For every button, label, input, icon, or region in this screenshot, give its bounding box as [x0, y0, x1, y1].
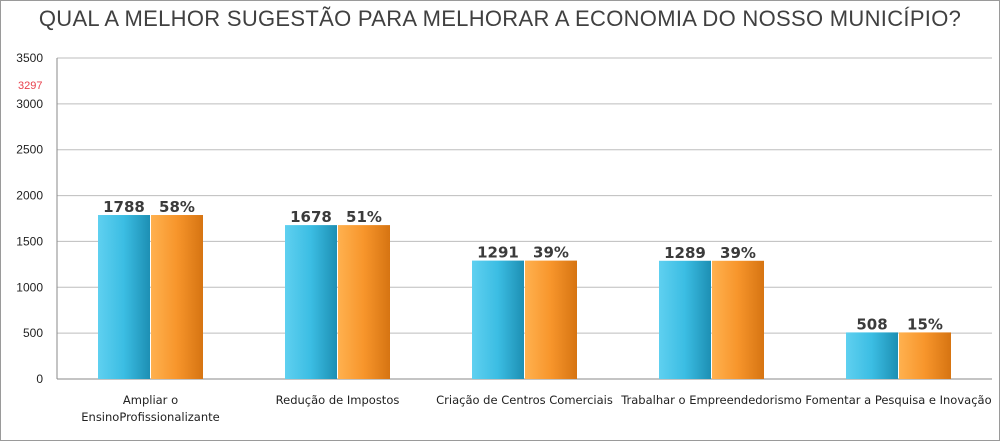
- bar-series-2: [525, 260, 577, 379]
- y-tick-label: 2000: [16, 189, 43, 203]
- category-label: EnsinoProfissionalizante: [81, 410, 219, 424]
- bar-series-2: [899, 332, 951, 379]
- total-annotation: 3297: [18, 80, 42, 92]
- bar-series-2: [151, 215, 203, 379]
- data-label: 1788: [103, 198, 145, 216]
- category-label: Redução de Impostos: [276, 393, 400, 407]
- data-label: 1291: [477, 244, 519, 262]
- data-label: 39%: [533, 244, 569, 262]
- data-label: 58%: [159, 198, 195, 216]
- y-tick-label: 1500: [16, 234, 43, 248]
- bar-series-1: [98, 215, 150, 379]
- data-labels: 1788 58% 1678 51% 1291 39% 1289 39% 508 15%: [103, 198, 943, 333]
- bar-series-1: [285, 225, 337, 379]
- bar-series-1: [659, 260, 711, 379]
- bar-series-1: [846, 332, 898, 379]
- axes: 0 500 1000 1500 2000 2500 3000 3500: [16, 51, 992, 386]
- category-label: Ampliar o: [123, 393, 178, 407]
- category-label: Fomentar a Pesquisa e Inovação: [805, 393, 991, 407]
- data-label: 51%: [346, 208, 382, 226]
- y-tick-label: 0: [36, 372, 43, 386]
- data-label: 39%: [720, 244, 756, 262]
- y-tick-label: 3000: [16, 97, 43, 111]
- y-tick-label: 1000: [16, 280, 43, 294]
- category-labels: Ampliar o EnsinoProfissionalizante Redução…: [81, 393, 991, 424]
- data-label: 508: [856, 315, 887, 333]
- gridlines: [57, 57, 992, 334]
- category-label: Trabalhar o Empreendedorismo: [620, 393, 802, 407]
- chart-title: QUAL A MELHOR SUGESTÃO PARA MELHORAR A E…: [38, 6, 962, 31]
- data-label: 1289: [664, 244, 706, 262]
- bar-series-1: [472, 260, 524, 379]
- data-label: 1678: [290, 208, 332, 226]
- bars: [98, 215, 951, 379]
- y-tick-label: 3500: [16, 51, 43, 65]
- y-tick-label: 2500: [16, 143, 43, 157]
- data-label: 15%: [907, 315, 943, 333]
- bar-series-2: [338, 225, 390, 379]
- y-tick-label: 500: [23, 326, 43, 340]
- category-label: Criação de Centros Comerciais: [436, 393, 613, 407]
- bar-series-2: [712, 260, 764, 379]
